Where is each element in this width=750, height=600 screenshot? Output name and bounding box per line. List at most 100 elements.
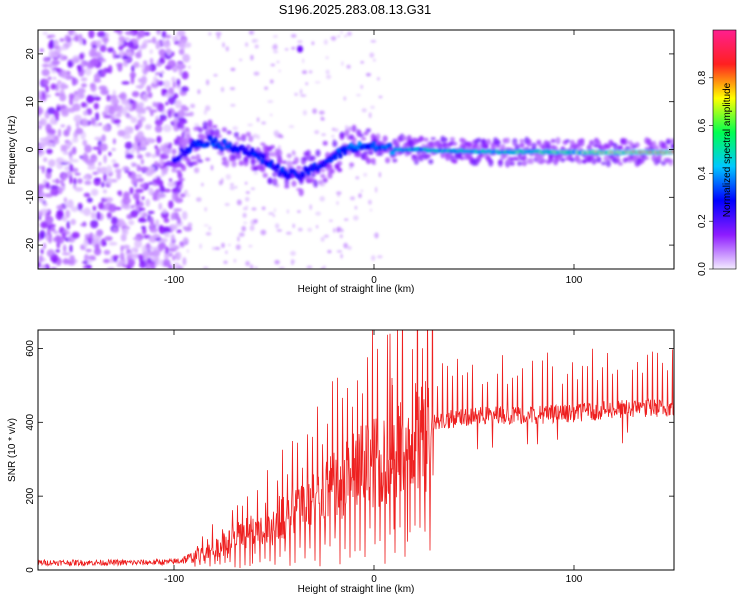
spectrogram-noise-blob bbox=[103, 241, 107, 246]
spectrogram-noise-blob bbox=[250, 54, 254, 61]
spectrogram-noise-blob bbox=[173, 93, 179, 99]
spectrogram-ridge-halo bbox=[596, 156, 602, 162]
spectrogram-ridge-halo bbox=[365, 157, 371, 165]
spectrogram-noise-blob bbox=[148, 109, 158, 113]
spectrogram-noise-blob bbox=[205, 79, 210, 86]
spectrogram-noise-blob bbox=[302, 110, 307, 116]
spectrogram-noise-blob bbox=[147, 210, 155, 214]
spectrogram-noise-blob bbox=[94, 243, 100, 251]
spectrogram-noise-blob bbox=[180, 38, 187, 43]
spectrogram-noise-blob bbox=[267, 100, 274, 103]
spectrogram-noise-blob bbox=[135, 199, 140, 206]
spectrogram-noise-blob bbox=[55, 157, 65, 164]
spectrogram-ridge-halo bbox=[250, 158, 256, 166]
spectrogram-noise-blob bbox=[164, 246, 170, 254]
spectrogram-noise-blob bbox=[121, 81, 130, 85]
spectrogram-ridge-halo bbox=[497, 159, 503, 167]
spectrogram-noise-blob bbox=[90, 154, 98, 163]
spectrogram-ridge-halo bbox=[298, 188, 304, 197]
spectrogram-noise-blob bbox=[60, 82, 66, 90]
spectrogram-noise-blob bbox=[123, 37, 131, 41]
spectrogram-noise-blob bbox=[132, 237, 141, 241]
spectrogram-noise-blob bbox=[325, 56, 329, 60]
spectrogram-ridge-halo bbox=[526, 138, 532, 147]
spectrogram-noise-blob bbox=[172, 35, 179, 43]
spectrogram-noise-blob bbox=[153, 161, 159, 166]
spectrogram-noise-blob bbox=[165, 48, 172, 54]
spectrogram-ridge-halo bbox=[260, 167, 266, 173]
spectrogram-noise-blob bbox=[275, 223, 280, 229]
spectrogram-noise-blob bbox=[144, 64, 152, 72]
spectrogram-noise-blob bbox=[63, 197, 68, 203]
spectrogram-noise-blob bbox=[149, 216, 154, 225]
spectrogram-noise-blob bbox=[175, 251, 182, 261]
spectrogram-noise-blob bbox=[239, 58, 243, 61]
spectrogram-noise-blob bbox=[249, 225, 255, 231]
spectrogram-ridge-halo bbox=[332, 140, 338, 148]
spectrogram-noise-blob bbox=[101, 181, 105, 188]
spectrogram-ridge-halo bbox=[236, 136, 242, 141]
spectrogram-xtick-label: 100 bbox=[566, 275, 583, 286]
spectrogram-noise-blob bbox=[67, 60, 73, 68]
spectrogram-noise-blob bbox=[344, 218, 349, 221]
spectrogram-noise-blob bbox=[172, 80, 176, 89]
spectrogram-noise-blob bbox=[73, 184, 77, 190]
spectrogram-noise-blob bbox=[291, 46, 296, 50]
spectrogram-noise-blob bbox=[103, 154, 107, 164]
spectrogram-noise-blob bbox=[149, 57, 154, 65]
spectrogram-noise-blob bbox=[92, 146, 101, 150]
spectrogram-ridge-halo bbox=[553, 145, 559, 152]
spectrogram-noise-blob bbox=[89, 232, 94, 239]
spectrogram-noise-blob bbox=[102, 37, 109, 43]
spectrogram-ridge-core bbox=[287, 174, 291, 178]
spectrogram-noise-blob bbox=[95, 112, 100, 121]
spectrogram-noise-blob bbox=[124, 141, 133, 150]
spectrogram-noise-blob bbox=[137, 112, 142, 119]
spectrogram-noise-blob bbox=[50, 115, 55, 122]
spectrogram-noise-blob bbox=[326, 74, 332, 80]
spectrogram-noise-blob bbox=[290, 251, 296, 256]
spectrogram-noise-blob bbox=[273, 208, 276, 213]
spectrogram-ridge-halo bbox=[615, 157, 621, 164]
spectrogram-noise-blob bbox=[60, 183, 65, 187]
spectrogram-noise-blob bbox=[53, 45, 60, 50]
spectrogram-noise-blob bbox=[272, 214, 275, 217]
colorbar-tick-label: 0.8 bbox=[697, 70, 708, 84]
spectrogram-noise-blob bbox=[320, 117, 325, 121]
spectrogram-noise-blob bbox=[146, 85, 152, 93]
spectrogram-noise-blob bbox=[208, 226, 211, 231]
spectrogram-noise-blob bbox=[110, 178, 118, 183]
spectrogram-noise-blob bbox=[182, 257, 187, 266]
spectrogram-noise-blob bbox=[368, 112, 372, 119]
spectrogram-ridge-halo bbox=[197, 159, 203, 163]
spectrogram-ridge-halo bbox=[452, 160, 458, 164]
spectrogram-ridge-halo bbox=[569, 157, 576, 163]
spectrogram-ridge-halo bbox=[473, 143, 479, 148]
spectrogram-ridge-halo bbox=[670, 138, 674, 144]
spectrogram-noise-blob bbox=[251, 39, 256, 43]
spectrogram-ridge-halo bbox=[634, 142, 640, 148]
snr-xlabel: Height of straight line (km) bbox=[298, 584, 415, 595]
spectrogram-noise-blob bbox=[88, 255, 96, 261]
spectrogram-ridge-halo bbox=[255, 160, 261, 164]
spectrogram-ridge-halo bbox=[617, 145, 624, 150]
spectrogram-noise-blob bbox=[216, 34, 220, 40]
snr-xtick-label: 100 bbox=[566, 574, 583, 585]
spectrogram-noise-blob bbox=[48, 249, 54, 256]
spectrogram-ridge-halo bbox=[202, 126, 208, 130]
spectrogram-noise-blob bbox=[264, 86, 269, 90]
spectrogram-noise-blob bbox=[111, 147, 116, 152]
spectrogram-ridge-halo bbox=[339, 131, 345, 138]
spectrogram-noise-blob bbox=[185, 113, 191, 117]
spectrogram-ridge-halo bbox=[423, 137, 429, 142]
spectrogram-noise-blob bbox=[68, 163, 74, 172]
spectrogram-noise-blob bbox=[69, 175, 73, 185]
spectrogram-noise-blob bbox=[87, 165, 96, 170]
spectrogram-ridge-halo bbox=[200, 133, 206, 140]
spectrogram-noise-blob bbox=[138, 49, 142, 54]
spectrogram-noise-blob bbox=[360, 189, 363, 192]
spectrogram-noise-blob bbox=[94, 51, 102, 58]
spectrogram-noise-blob bbox=[159, 238, 168, 243]
spectrogram-noise-blob bbox=[46, 148, 53, 155]
spectrogram-noise-blob bbox=[74, 187, 84, 192]
